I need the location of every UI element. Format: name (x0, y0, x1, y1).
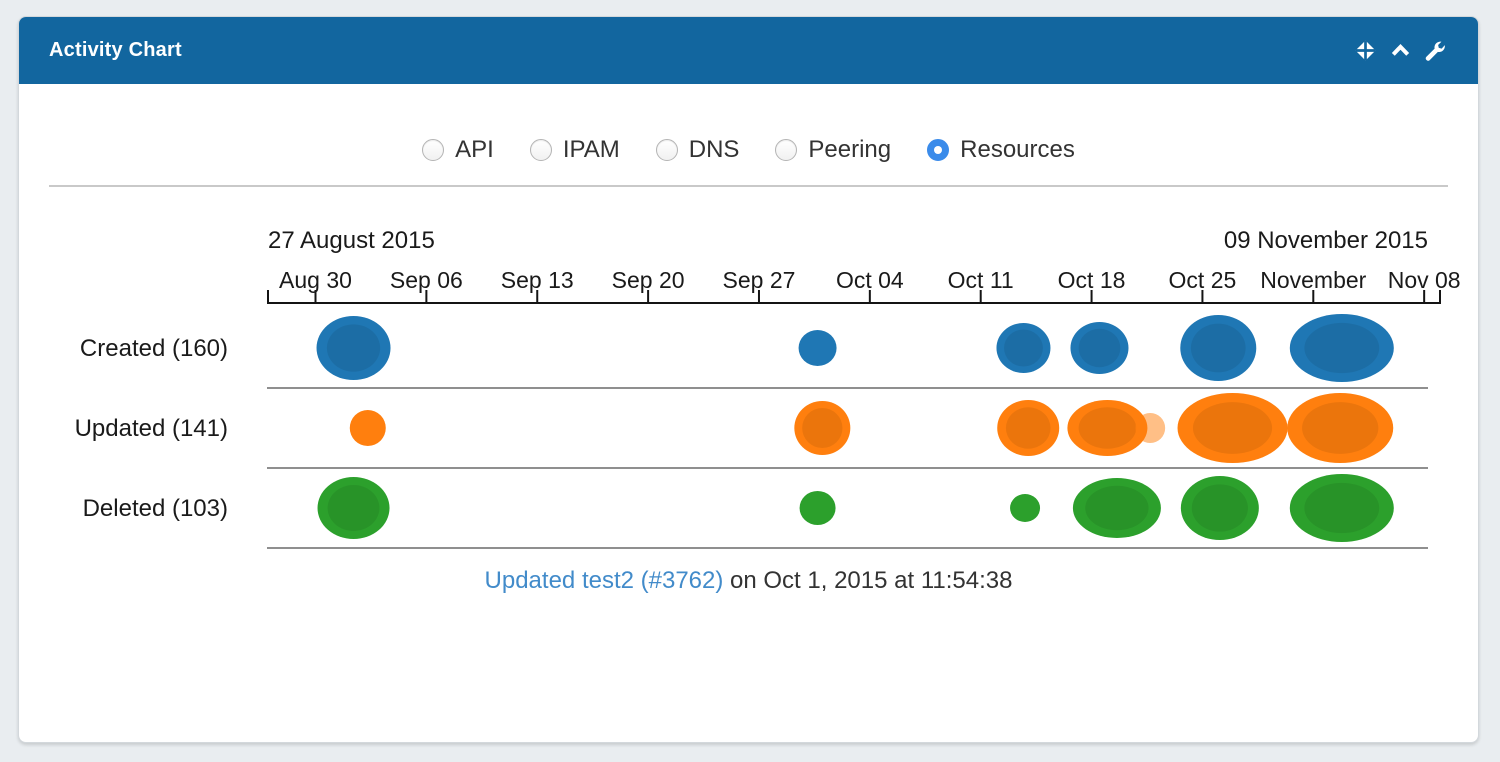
radio-option-resources[interactable]: Resources (927, 136, 1075, 164)
event-caption-text: on Oct 1, 2015 at 11:54:38 (723, 567, 1013, 594)
radio-option-ipam[interactable]: IPAM (529, 136, 620, 164)
move-icon[interactable] (1352, 38, 1378, 64)
radio-option-dns[interactable]: DNS (655, 136, 740, 164)
wrench-icon[interactable] (1422, 38, 1448, 64)
activity-chart-panel: Activity Chart (18, 16, 1479, 743)
radio-option-peering[interactable]: Peering (775, 136, 891, 164)
bubble-updated[interactable] (794, 401, 851, 455)
radio-dot (934, 146, 943, 154)
radio-label-resources[interactable]: Resources (960, 136, 1075, 163)
radio-button-peering[interactable] (775, 139, 798, 161)
divider-line (49, 185, 1448, 187)
event-link[interactable]: Updated test2 (#3762) (484, 567, 724, 594)
bubble-deleted[interactable] (1180, 476, 1259, 540)
radio-label-ipam[interactable]: IPAM (562, 136, 620, 163)
panel-title: Activity Chart (49, 39, 182, 61)
radio-label-api[interactable]: API (455, 136, 494, 163)
selected-event-caption: Updated test2 (#3762) on Oct 1, 2015 at … (19, 567, 1478, 595)
radio-button-api[interactable] (422, 139, 445, 161)
bubble-updated[interactable] (1287, 393, 1394, 463)
bubble-updated[interactable] (1067, 400, 1148, 456)
radio-label-dns[interactable]: DNS (688, 136, 740, 163)
radio-option-api[interactable]: API (422, 136, 494, 164)
radio-button-dns[interactable] (655, 139, 678, 161)
bubble-created[interactable] (1180, 315, 1257, 381)
panel-header: Activity Chart (19, 17, 1478, 84)
bubble-deleted[interactable] (1289, 474, 1394, 542)
bubble-deleted[interactable] (799, 491, 836, 525)
bubble-created[interactable] (996, 323, 1051, 373)
bubble-created[interactable] (316, 316, 391, 380)
bubble-deleted[interactable] (1010, 494, 1041, 522)
bubble-deleted[interactable] (1072, 478, 1161, 538)
bubble-deleted[interactable] (317, 477, 390, 539)
bubble-created[interactable] (798, 330, 837, 366)
bubble-updated[interactable] (1177, 393, 1288, 463)
radio-button-resources[interactable] (927, 139, 950, 161)
bubble-updated[interactable] (997, 400, 1060, 456)
bubble-updated[interactable] (1135, 413, 1166, 443)
bubble-updated[interactable] (349, 410, 386, 446)
radio-label-peering[interactable]: Peering (808, 136, 892, 163)
radio-button-ipam[interactable] (529, 139, 552, 161)
bubble-created[interactable] (1289, 314, 1394, 382)
chart-source-radio-group: API IPAM DNS Peering Resources (19, 136, 1478, 164)
panel-header-controls (1352, 38, 1448, 64)
bubble-created[interactable] (1070, 322, 1129, 374)
chevron-up-icon[interactable] (1387, 38, 1413, 64)
